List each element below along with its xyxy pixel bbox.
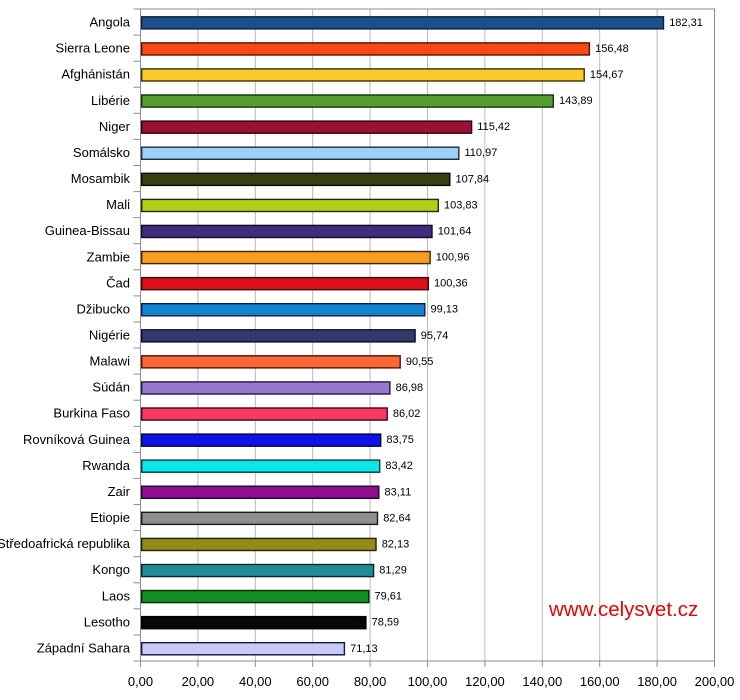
- svg-text:Mosambik: Mosambik: [71, 171, 131, 186]
- svg-text:83,75: 83,75: [386, 434, 414, 446]
- svg-text:Čad: Čad: [106, 275, 130, 290]
- svg-text:60,00: 60,00: [296, 674, 329, 689]
- svg-text:154,67: 154,67: [590, 69, 624, 81]
- svg-text:78,59: 78,59: [372, 617, 400, 629]
- svg-text:0,00: 0,00: [128, 674, 153, 689]
- svg-text:120,00: 120,00: [465, 674, 505, 689]
- svg-text:100,36: 100,36: [434, 278, 468, 290]
- svg-text:115,42: 115,42: [477, 121, 510, 133]
- svg-text:40,00: 40,00: [239, 674, 272, 689]
- svg-text:200,00: 200,00: [695, 674, 735, 689]
- svg-text:160,00: 160,00: [580, 674, 620, 689]
- svg-text:Niger: Niger: [99, 119, 131, 134]
- svg-text:95,74: 95,74: [421, 330, 449, 342]
- svg-text:Džibucko: Džibucko: [77, 301, 130, 316]
- svg-text:83,11: 83,11: [385, 486, 412, 498]
- svg-text:82,64: 82,64: [383, 512, 411, 524]
- svg-text:Laos: Laos: [102, 588, 131, 603]
- svg-text:Rwanda: Rwanda: [82, 458, 130, 473]
- svg-text:143,89: 143,89: [559, 95, 593, 107]
- svg-text:90,55: 90,55: [406, 356, 434, 368]
- svg-text:Angola: Angola: [90, 15, 131, 30]
- svg-text:Zair: Zair: [108, 484, 131, 499]
- svg-text:82,13: 82,13: [382, 538, 410, 550]
- svg-text:107,84: 107,84: [456, 173, 490, 185]
- svg-text:Rovníková Guinea: Rovníková Guinea: [23, 432, 131, 447]
- svg-text:110,97: 110,97: [465, 147, 498, 159]
- svg-text:Burkina Faso: Burkina Faso: [53, 406, 130, 421]
- svg-text:Somálsko: Somálsko: [73, 145, 130, 160]
- svg-text:Západní Sahara: Západní Sahara: [37, 641, 131, 656]
- svg-text:71,13: 71,13: [350, 643, 378, 655]
- svg-text:Libérie: Libérie: [91, 93, 130, 108]
- svg-text:140,00: 140,00: [522, 674, 562, 689]
- svg-text:182,31: 182,31: [669, 17, 703, 29]
- svg-text:100,96: 100,96: [436, 252, 470, 264]
- svg-text:Lesotho: Lesotho: [84, 614, 130, 629]
- svg-text:Afghánistán: Afghánistán: [61, 67, 130, 82]
- svg-text:www.celysvet.cz: www.celysvet.cz: [548, 598, 698, 621]
- svg-text:Etiopie: Etiopie: [90, 510, 130, 525]
- svg-text:99,13: 99,13: [431, 304, 459, 316]
- svg-text:83,42: 83,42: [385, 460, 413, 472]
- svg-text:Zambie: Zambie: [87, 249, 130, 264]
- svg-text:80,00: 80,00: [354, 674, 387, 689]
- svg-text:86,98: 86,98: [396, 382, 424, 394]
- svg-text:81,29: 81,29: [379, 565, 407, 577]
- svg-text:103,83: 103,83: [444, 199, 478, 211]
- svg-text:100,00: 100,00: [408, 674, 448, 689]
- svg-text:Súdán: Súdán: [92, 380, 130, 395]
- svg-text:156,48: 156,48: [595, 43, 629, 55]
- svg-text:Malawi: Malawi: [90, 354, 131, 369]
- svg-text:180,00: 180,00: [637, 674, 677, 689]
- svg-text:Mali: Mali: [106, 197, 130, 212]
- svg-text:Kongo: Kongo: [92, 562, 130, 577]
- svg-text:86,02: 86,02: [393, 408, 421, 420]
- svg-text:101,64: 101,64: [438, 226, 472, 238]
- svg-text:Sierra Leone: Sierra Leone: [56, 41, 130, 56]
- svg-text:79,61: 79,61: [375, 591, 403, 603]
- svg-text:Guinea-Bissau: Guinea-Bissau: [45, 223, 130, 238]
- svg-text:Středoafrická republika: Středoafrická republika: [0, 536, 131, 551]
- svg-text:Nigérie: Nigérie: [89, 328, 130, 343]
- svg-text:20,00: 20,00: [182, 674, 215, 689]
